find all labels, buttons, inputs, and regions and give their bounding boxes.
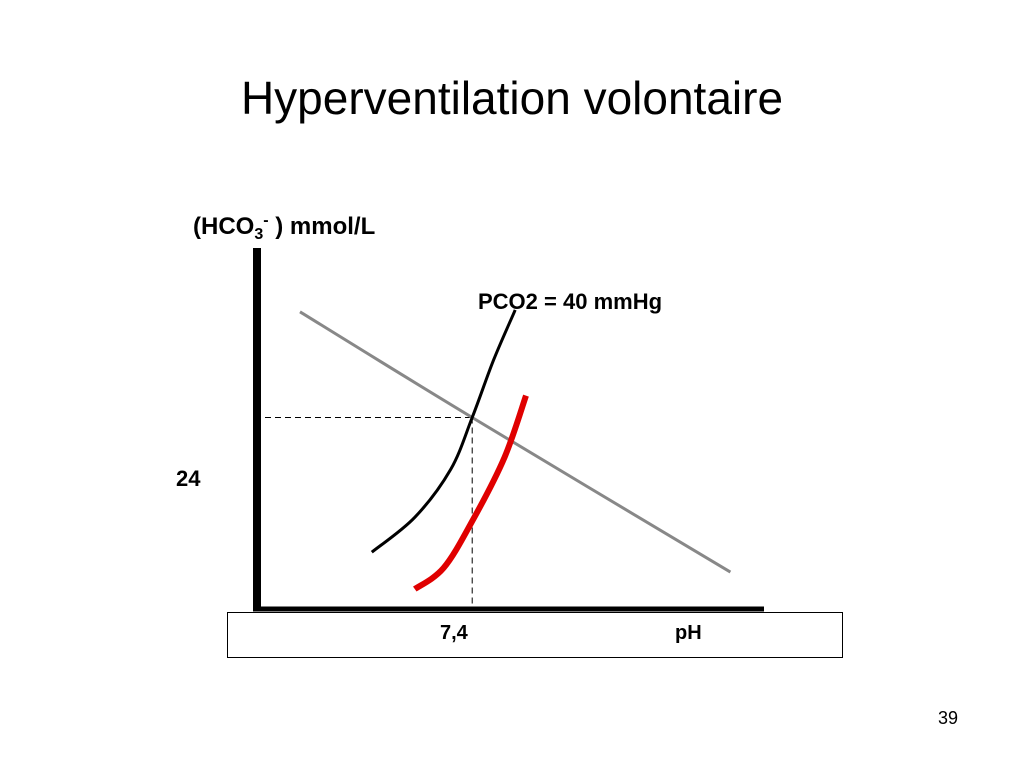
y-axis-label-open: (HCO <box>193 213 255 240</box>
y-axis-label: (HCO3- ) mmol/L <box>193 210 375 244</box>
slide-title: Hyperventilation volontaire <box>240 72 784 124</box>
x-axis-label: pH <box>675 622 702 644</box>
x-tick-label: 7,4 <box>440 622 468 644</box>
y-axis-label-unit: ) mmol/L <box>268 213 376 240</box>
page-number: 39 <box>938 708 959 728</box>
isobar-normal-curve <box>370 309 517 554</box>
buffer-line <box>299 310 732 574</box>
x-axis-label-box <box>227 612 843 658</box>
pco2-annotation: PCO2 = 40 mmHg <box>478 289 663 314</box>
isobar-hyperventilation-curve <box>413 394 529 592</box>
y-axis-label-superscript: - <box>263 212 269 229</box>
y-tick-label: 24 <box>176 466 201 491</box>
series-layer <box>299 309 732 592</box>
y-axis-label-subscript: 3 <box>254 226 264 243</box>
